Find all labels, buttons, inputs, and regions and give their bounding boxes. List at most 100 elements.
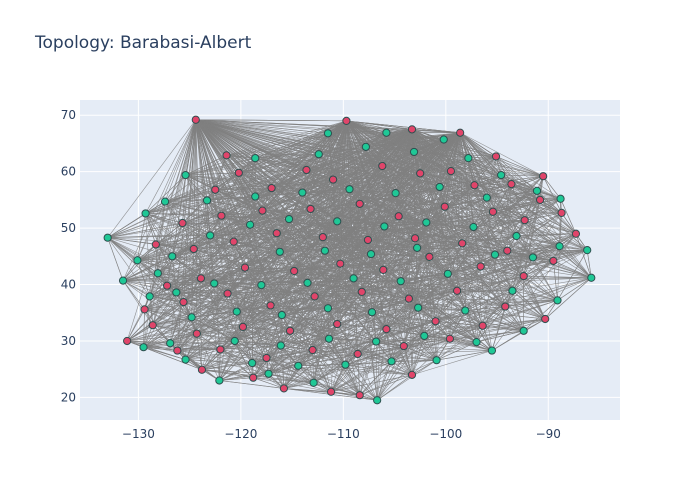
edge — [268, 373, 332, 393]
node-green — [396, 277, 405, 286]
edge — [177, 349, 221, 351]
node-green — [361, 142, 370, 151]
node-red — [452, 286, 462, 295]
edge — [337, 212, 562, 222]
node-green — [380, 222, 389, 231]
edge — [206, 200, 215, 284]
edge — [234, 340, 269, 374]
node-green — [469, 222, 478, 232]
edge — [327, 129, 413, 134]
edge — [250, 208, 311, 226]
edge — [444, 206, 474, 228]
edge — [312, 349, 346, 365]
edge — [327, 278, 354, 309]
edge — [459, 132, 469, 159]
edge — [327, 132, 387, 134]
node-red — [488, 207, 498, 216]
node-red — [222, 151, 231, 160]
node-red — [178, 218, 187, 228]
edge — [196, 333, 221, 350]
node-red — [148, 321, 157, 330]
edge — [221, 120, 347, 216]
node-red — [407, 370, 417, 379]
node-red — [355, 199, 364, 208]
edge — [279, 211, 493, 253]
edge — [172, 256, 202, 279]
edge — [328, 256, 430, 339]
edge — [145, 196, 256, 214]
node-red — [162, 281, 172, 290]
node-green — [232, 307, 241, 316]
node-red — [229, 237, 238, 246]
node-green — [210, 279, 219, 288]
edge — [403, 341, 477, 347]
edge — [436, 350, 492, 361]
edge — [435, 321, 437, 361]
edge — [152, 324, 171, 344]
edge — [553, 260, 558, 301]
edge — [327, 133, 383, 167]
edge — [384, 206, 445, 227]
node-red — [378, 161, 387, 171]
edge — [183, 301, 237, 312]
node-red — [425, 252, 434, 261]
edge — [420, 157, 469, 174]
x-axis: −130 −120 −110 −100 −90 — [122, 427, 561, 441]
edge — [327, 133, 350, 190]
node-red — [478, 321, 487, 330]
edge — [177, 340, 235, 351]
edge — [424, 310, 466, 337]
edge — [220, 349, 253, 364]
edge — [149, 235, 211, 297]
node-red — [394, 212, 403, 221]
edge — [209, 153, 319, 236]
edge — [143, 340, 235, 348]
edge — [476, 330, 524, 343]
edge — [137, 260, 150, 297]
edge — [486, 175, 544, 198]
node-green — [145, 292, 154, 301]
edge — [143, 309, 145, 348]
edge — [107, 222, 183, 239]
edge — [238, 169, 307, 174]
edge — [191, 305, 271, 318]
edge — [182, 189, 216, 224]
node-green — [181, 355, 190, 364]
node-green — [264, 369, 273, 378]
edge — [219, 340, 236, 381]
edge — [486, 174, 502, 198]
edge — [185, 197, 487, 360]
node-red — [272, 229, 281, 238]
edge — [251, 263, 341, 364]
edge — [195, 119, 396, 194]
edge — [504, 306, 524, 332]
edge — [468, 158, 488, 198]
edge — [155, 244, 159, 274]
edge — [486, 197, 517, 237]
node-green — [181, 170, 190, 180]
edge — [280, 238, 416, 346]
edge — [166, 285, 198, 334]
edge — [414, 151, 469, 159]
edge — [424, 325, 483, 337]
edge — [242, 314, 282, 328]
edge — [195, 119, 329, 134]
node-green — [251, 192, 260, 201]
node-red — [520, 216, 529, 225]
node-red — [326, 387, 336, 396]
edge — [145, 213, 183, 224]
node-red — [416, 169, 425, 178]
edge — [476, 306, 506, 343]
edge — [382, 157, 469, 167]
edge — [367, 239, 533, 258]
edge — [261, 251, 281, 286]
edge — [221, 172, 240, 216]
edge — [346, 120, 413, 130]
edge — [306, 169, 475, 186]
node-green — [367, 308, 377, 317]
edge — [152, 292, 177, 326]
edge — [255, 196, 437, 361]
edge — [391, 359, 437, 362]
edge — [137, 213, 146, 261]
edge — [559, 245, 588, 251]
